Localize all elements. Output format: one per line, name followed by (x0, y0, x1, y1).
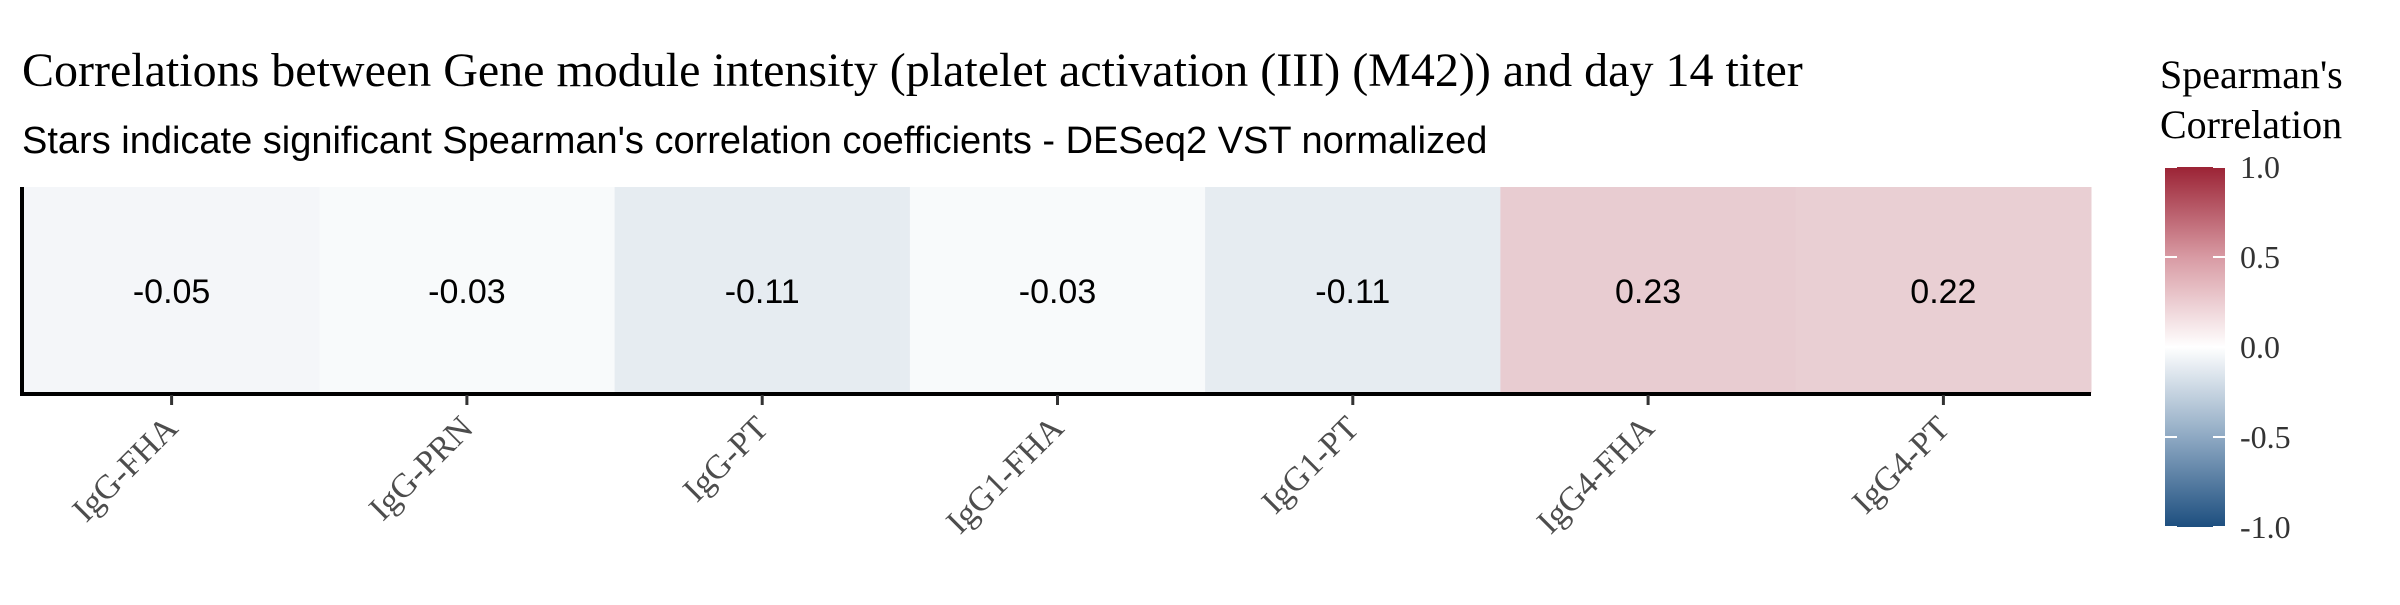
x-tick-label-igg-pt: IgG-PT (676, 409, 776, 509)
heatmap-cells (24, 187, 2092, 393)
cell-value-label: 0.22 (1910, 273, 1976, 311)
x-tick-label-igg-fha: IgG-FHA (66, 409, 186, 529)
x-tick-label-igg4-pt: IgG4-PT (1845, 409, 1957, 521)
cell-value-label: 0.23 (1615, 273, 1681, 311)
cell-value-label: -0.03 (1019, 273, 1097, 311)
chart-subtitle: Stars indicate significant Spearman's co… (22, 120, 1487, 162)
cell-value-labels: -0.05 -0.03 -0.11 -0.03 -0.11 0.23 0.22 (133, 273, 1977, 311)
legend-tick-label: -0.5 (2240, 419, 2291, 455)
heatmap-cell-igg-prn (319, 187, 616, 393)
heatmap-cell-igg1-pt (1205, 187, 1501, 393)
x-tick-label-igg4-fha: IgG4-FHA (1530, 409, 1662, 541)
cell-value-label: -0.05 (133, 273, 211, 311)
x-axis-ticks (170, 395, 1945, 405)
heatmap-cell-igg1-fha (909, 187, 1206, 393)
cell-value-label: -0.11 (1315, 273, 1390, 311)
legend-tick-label: 1.0 (2240, 149, 2280, 185)
cell-value-label: -0.03 (428, 273, 506, 311)
heatmap-cell-igg4-pt (1795, 187, 2092, 393)
heatmap-cell-igg-fha (24, 187, 320, 393)
legend: Spearman's Correlation 1.0 0.5 0.0 -0.5 -1.0 (2160, 52, 2343, 545)
chart-title: Correlations between Gene module intensi… (22, 44, 1803, 97)
legend-tick-label: 0.5 (2240, 239, 2280, 275)
heatmap-cell-igg4-fha (1500, 187, 1797, 393)
legend-title-line2: Correlation (2160, 102, 2342, 147)
cell-value-label: -0.11 (725, 273, 800, 311)
x-tick-label-igg1-pt: IgG1-PT (1255, 409, 1367, 521)
x-tick-label-igg-prn: IgG-PRN (362, 409, 480, 527)
legend-tick-label: -1.0 (2240, 509, 2291, 545)
legend-title-line1: Spearman's (2160, 52, 2343, 97)
legend-ticks: 1.0 0.5 0.0 -0.5 -1.0 (2165, 149, 2291, 545)
x-axis-tick-labels: IgG-FHA IgG-PRN IgG-PT IgG1-FHA IgG1-PT IgG4-… (66, 409, 1958, 541)
legend-tick-label: 0.0 (2240, 329, 2280, 365)
x-tick-label-igg1-fha: IgG1-FHA (939, 409, 1071, 541)
heatmap-cell-igg-pt (614, 187, 911, 393)
